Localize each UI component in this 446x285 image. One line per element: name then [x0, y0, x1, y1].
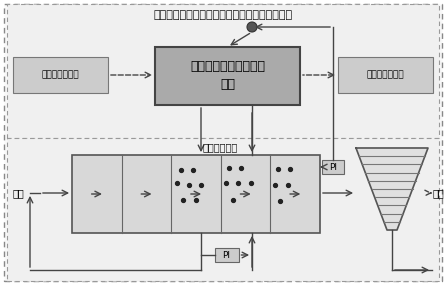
- Text: 改进型多目标差分进化
算法: 改进型多目标差分进化 算法: [190, 60, 265, 91]
- Bar: [72, 155, 320, 233]
- Bar: [7, 4, 439, 138]
- Bar: [155, 47, 300, 105]
- Text: 出水: 出水: [432, 188, 444, 198]
- Bar: [215, 248, 239, 262]
- Text: 基于改进型多目标差分进化算法的优化控制方法: 基于改进型多目标差分进化算法的优化控制方法: [153, 10, 293, 20]
- Text: 污水处理过程: 污水处理过程: [202, 142, 238, 152]
- Text: 自适应变异策略: 自适应变异策略: [367, 70, 405, 80]
- Bar: [322, 160, 344, 174]
- Bar: [13, 57, 108, 93]
- Bar: [338, 57, 433, 93]
- Circle shape: [247, 22, 257, 32]
- Text: PI: PI: [329, 162, 337, 172]
- Bar: [7, 138, 439, 281]
- Polygon shape: [356, 148, 428, 230]
- Text: 自适应交叉策略: 自适应交叉策略: [41, 70, 79, 80]
- Text: PI: PI: [223, 251, 231, 260]
- Text: 入水: 入水: [12, 188, 24, 198]
